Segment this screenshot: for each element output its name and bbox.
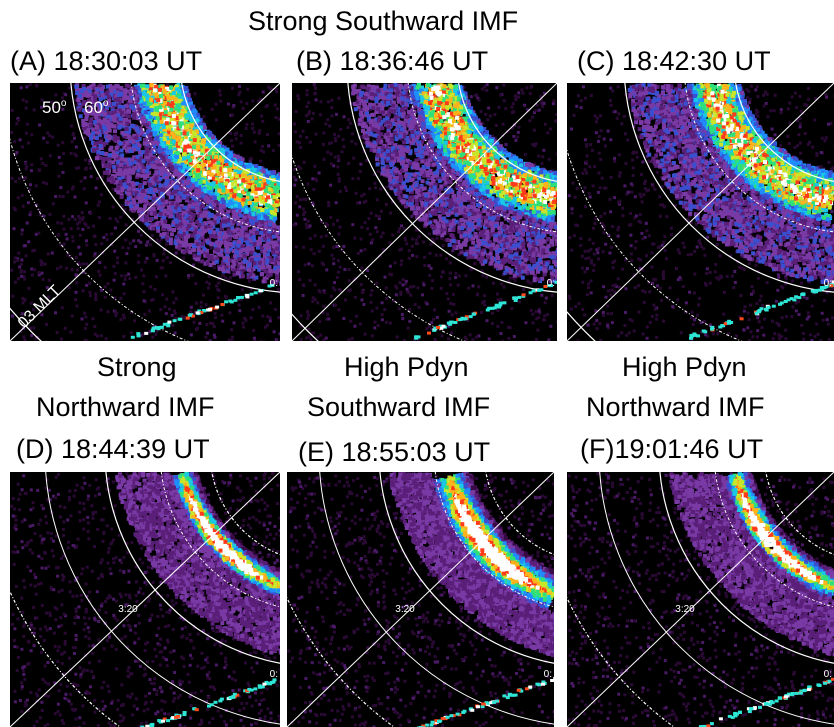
mlt-meridian-line xyxy=(287,472,554,727)
mlt-meridian-line xyxy=(10,472,280,727)
latitude-label-50: 50o xyxy=(42,98,67,117)
time-tick-label: 0: xyxy=(544,669,552,680)
panel-b-label: (B) 18:36:46 UT xyxy=(296,46,488,77)
panel-c-aurora-map: 0: xyxy=(567,83,834,341)
latitude-grid xyxy=(287,472,554,727)
auroral-oval xyxy=(74,83,280,286)
panel-f-label: (F)19:01:46 UT xyxy=(580,434,763,465)
time-center-label: 3:20 xyxy=(118,604,138,615)
background-noise xyxy=(10,472,280,727)
mlt-meridian-line xyxy=(567,83,834,341)
auroral-oval xyxy=(170,472,280,599)
mlt-label: 03 MLT xyxy=(15,282,65,332)
satellite-track xyxy=(698,677,834,727)
panel-a-aurora-map: 0: 50o 60o 03 MLT xyxy=(10,83,280,341)
panel-f-aurora-map: 3:20 0: xyxy=(567,472,834,727)
mlt-meridian-line xyxy=(10,83,280,341)
time-tick-label: 0: xyxy=(824,669,832,680)
latitude-grid xyxy=(10,472,280,727)
panel-e-label: (E) 18:55:03 UT xyxy=(298,437,490,468)
group-f-line2: Northward IMF xyxy=(586,392,765,423)
satellite-track xyxy=(130,280,280,339)
time-tick-label: 0: xyxy=(547,278,555,289)
time-center-label: 3:20 xyxy=(675,604,695,615)
group-d-line1: Strong xyxy=(97,352,177,383)
panel-c-label: (C) 18:42:30 UT xyxy=(577,46,771,77)
panel-a-image: 0: 50o 60o 03 MLT xyxy=(10,83,280,341)
group-e-line1: High Pdyn xyxy=(344,352,469,383)
figure-title: Strong Southward IMF xyxy=(248,6,518,37)
panel-d-image: 3:20 0: xyxy=(10,472,280,727)
panel-d-label: (D) 18:44:39 UT xyxy=(16,434,210,465)
auroral-oval xyxy=(431,472,554,611)
latitude-grid xyxy=(292,83,557,341)
time-tick-label: 0: xyxy=(270,278,278,289)
panel-d-aurora-map: 3:20 0: xyxy=(10,472,280,727)
latitude-label-60: 60o xyxy=(84,98,109,117)
panel-c-image: 0: xyxy=(567,83,834,341)
panel-b-aurora-map: 0: xyxy=(292,83,557,341)
auroral-oval xyxy=(134,83,280,225)
auroral-oval xyxy=(410,83,557,225)
auroral-oval xyxy=(389,472,554,658)
latitude-grid xyxy=(10,83,280,341)
panel-e-image: 3:20 0: xyxy=(287,472,554,727)
satellite-track xyxy=(414,280,557,340)
latitude-grid xyxy=(567,83,834,341)
satellite-track xyxy=(689,280,834,340)
auroral-oval xyxy=(627,83,834,285)
mlt-meridian-line xyxy=(567,472,834,727)
group-d-line2: Northward IMF xyxy=(36,392,215,423)
time-center-label: 3:20 xyxy=(395,604,415,615)
time-tick-label: 0: xyxy=(270,669,278,680)
mlt-meridian-line xyxy=(292,83,557,341)
auroral-oval xyxy=(115,472,280,655)
time-tick-label: 0: xyxy=(824,278,832,289)
auroral-oval xyxy=(669,472,834,657)
panel-b-image: 0: xyxy=(292,83,557,341)
panel-a-label: (A) 18:30:03 UT xyxy=(10,46,202,77)
group-f-line1: High Pdyn xyxy=(622,352,747,383)
panel-e-aurora-map: 3:20 0: xyxy=(287,472,554,727)
panel-f-image: 3:20 0: xyxy=(567,472,834,727)
latitude-grid xyxy=(567,472,834,727)
group-e-line2: Southward IMF xyxy=(307,392,490,423)
satellite-track xyxy=(417,676,554,727)
satellite-track xyxy=(140,678,277,727)
auroral-oval xyxy=(687,83,834,224)
